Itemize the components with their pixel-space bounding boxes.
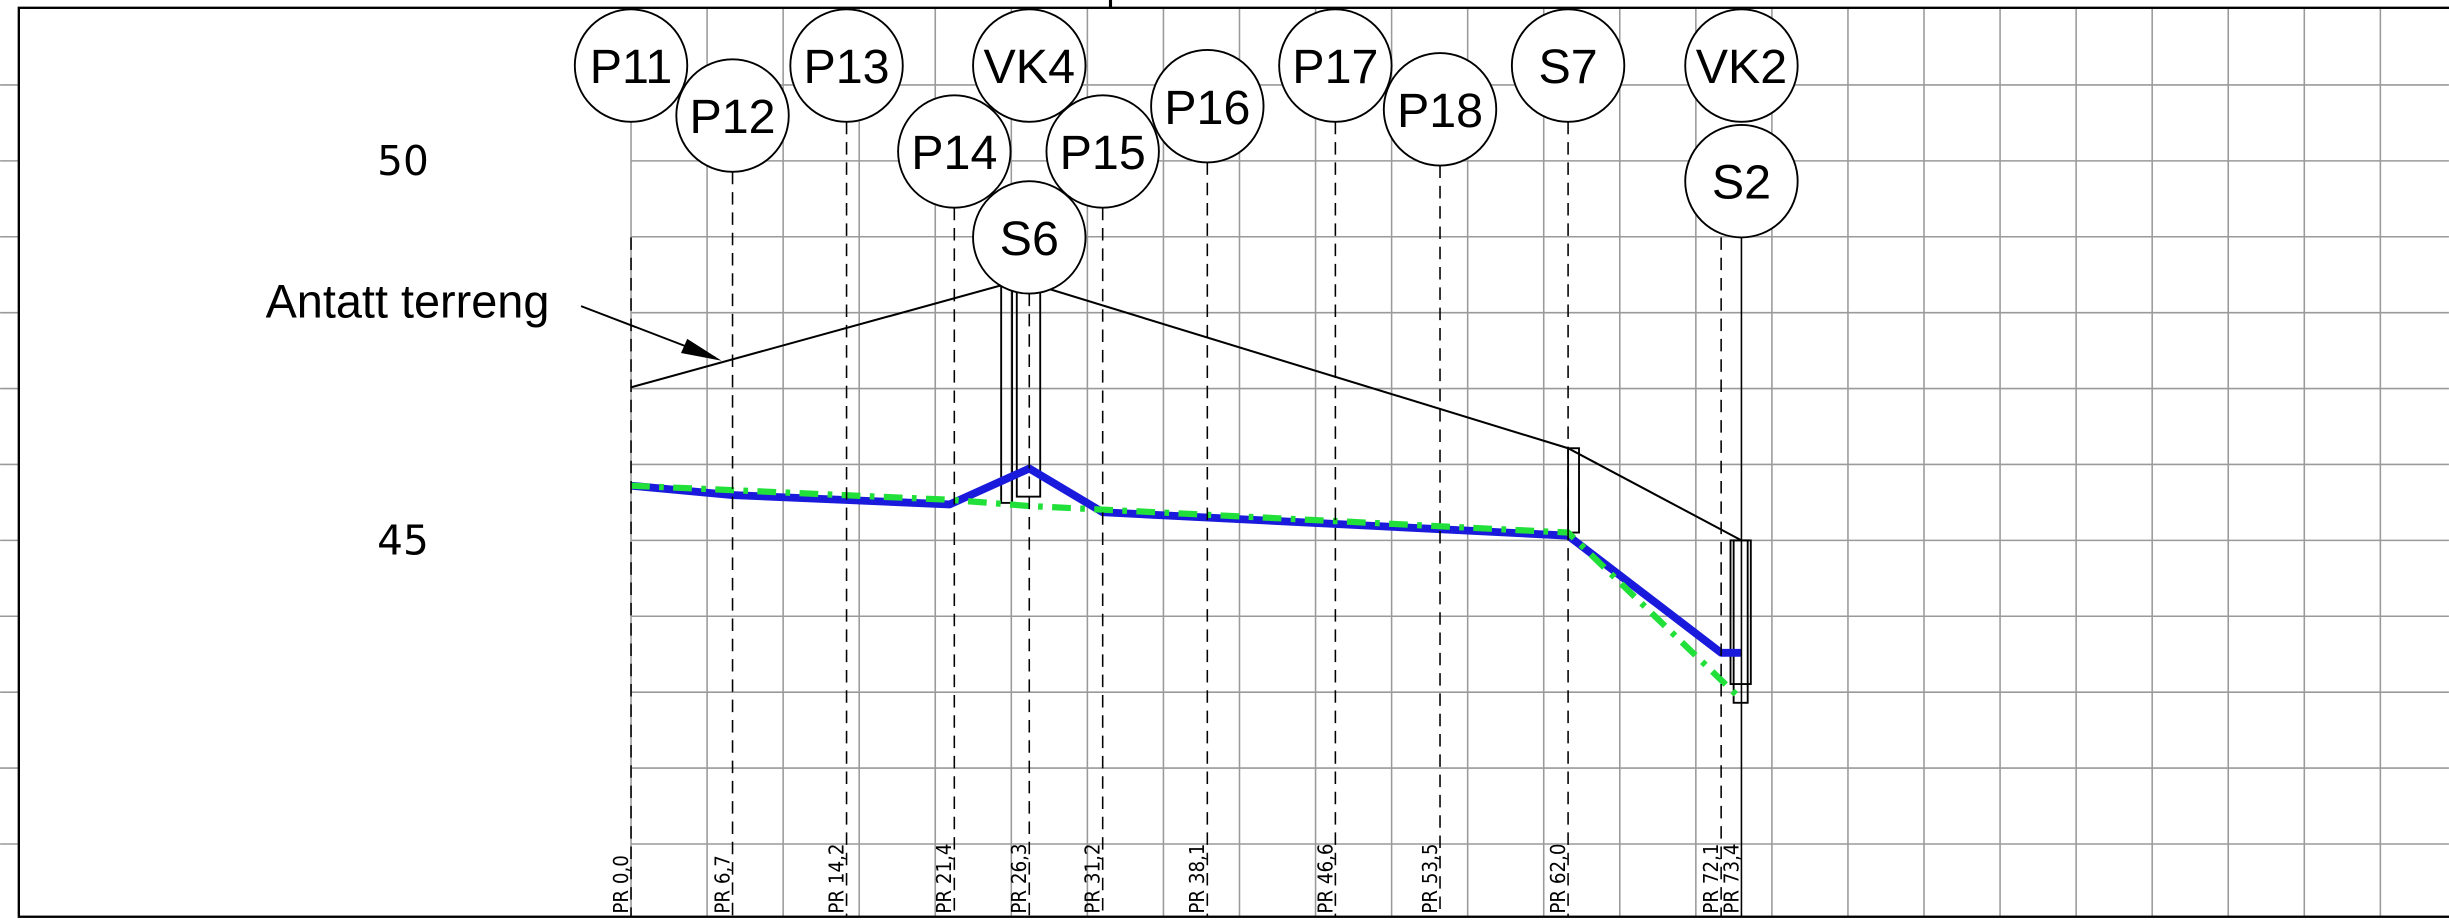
node-label: P15 bbox=[1060, 126, 1146, 180]
node-circle bbox=[1382, 52, 1498, 167]
node-label: P18 bbox=[1397, 84, 1483, 138]
node-circle bbox=[789, 8, 904, 123]
node-circle bbox=[675, 58, 790, 173]
arrow-head bbox=[681, 338, 722, 361]
node-circle bbox=[972, 8, 1087, 123]
node-label: VK4 bbox=[984, 40, 1076, 94]
elevation-label: 45 bbox=[377, 516, 429, 564]
pipe-line bbox=[630, 464, 1742, 657]
node-label: P14 bbox=[911, 126, 997, 180]
station-label: PR 72,1 bbox=[1699, 843, 1723, 913]
node-label: S2 bbox=[1712, 156, 1771, 210]
node-label: P12 bbox=[689, 90, 775, 144]
manhole bbox=[1000, 284, 1014, 504]
node-label: P13 bbox=[803, 40, 889, 94]
station-label: PR 14,2 bbox=[824, 843, 848, 913]
node-label: VK2 bbox=[1696, 40, 1788, 94]
station-label: PR 73,4 bbox=[1719, 843, 1743, 913]
frame bbox=[17, 6, 2449, 918]
node-label: S7 bbox=[1538, 40, 1597, 94]
terrain-label: Antatt terreng bbox=[266, 275, 550, 327]
terrain-line bbox=[630, 284, 1742, 542]
node-circle bbox=[972, 180, 1087, 295]
node-circle bbox=[1278, 8, 1393, 123]
station-label: PR 21,4 bbox=[932, 843, 956, 913]
station-label: PR 6,7 bbox=[710, 855, 734, 914]
node-label: S6 bbox=[1000, 212, 1059, 266]
node-circle bbox=[1684, 8, 1799, 123]
manhole bbox=[1567, 447, 1580, 534]
elevation-label: 50 bbox=[377, 137, 429, 185]
node-circle bbox=[1045, 94, 1160, 209]
station-label: PR 38,1 bbox=[1185, 843, 1209, 913]
alt-pipe-line bbox=[630, 482, 1744, 702]
node-circle bbox=[1510, 8, 1626, 123]
station-label: PR 31,2 bbox=[1081, 843, 1105, 913]
node-label: P17 bbox=[1292, 40, 1378, 94]
node-label: P11 bbox=[590, 40, 673, 94]
station-label: PR 53,5 bbox=[1418, 843, 1442, 913]
node-circle bbox=[1684, 124, 1799, 239]
station-label: PR 62,0 bbox=[1546, 843, 1570, 913]
station-label: PR 0,0 bbox=[609, 855, 633, 914]
node-circle bbox=[1150, 49, 1265, 164]
station-label: PR 26,3 bbox=[1007, 843, 1031, 913]
node-label: P16 bbox=[1164, 81, 1250, 135]
node-circle bbox=[573, 8, 689, 123]
node-circle bbox=[897, 94, 1012, 209]
station-label: PR 46,6 bbox=[1313, 843, 1337, 913]
